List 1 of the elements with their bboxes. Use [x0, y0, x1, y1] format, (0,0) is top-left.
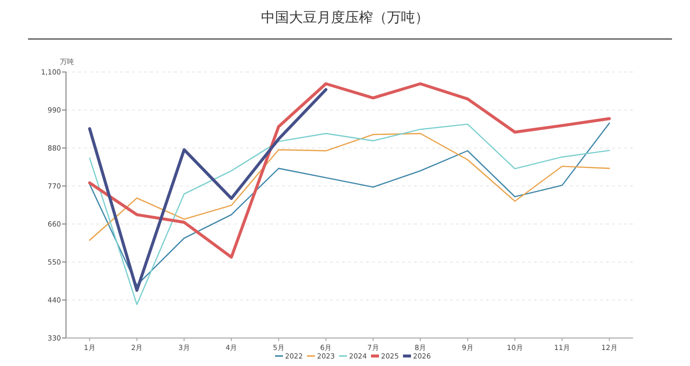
- title: 中国大豆月度压榨（万吨）: [261, 10, 429, 26]
